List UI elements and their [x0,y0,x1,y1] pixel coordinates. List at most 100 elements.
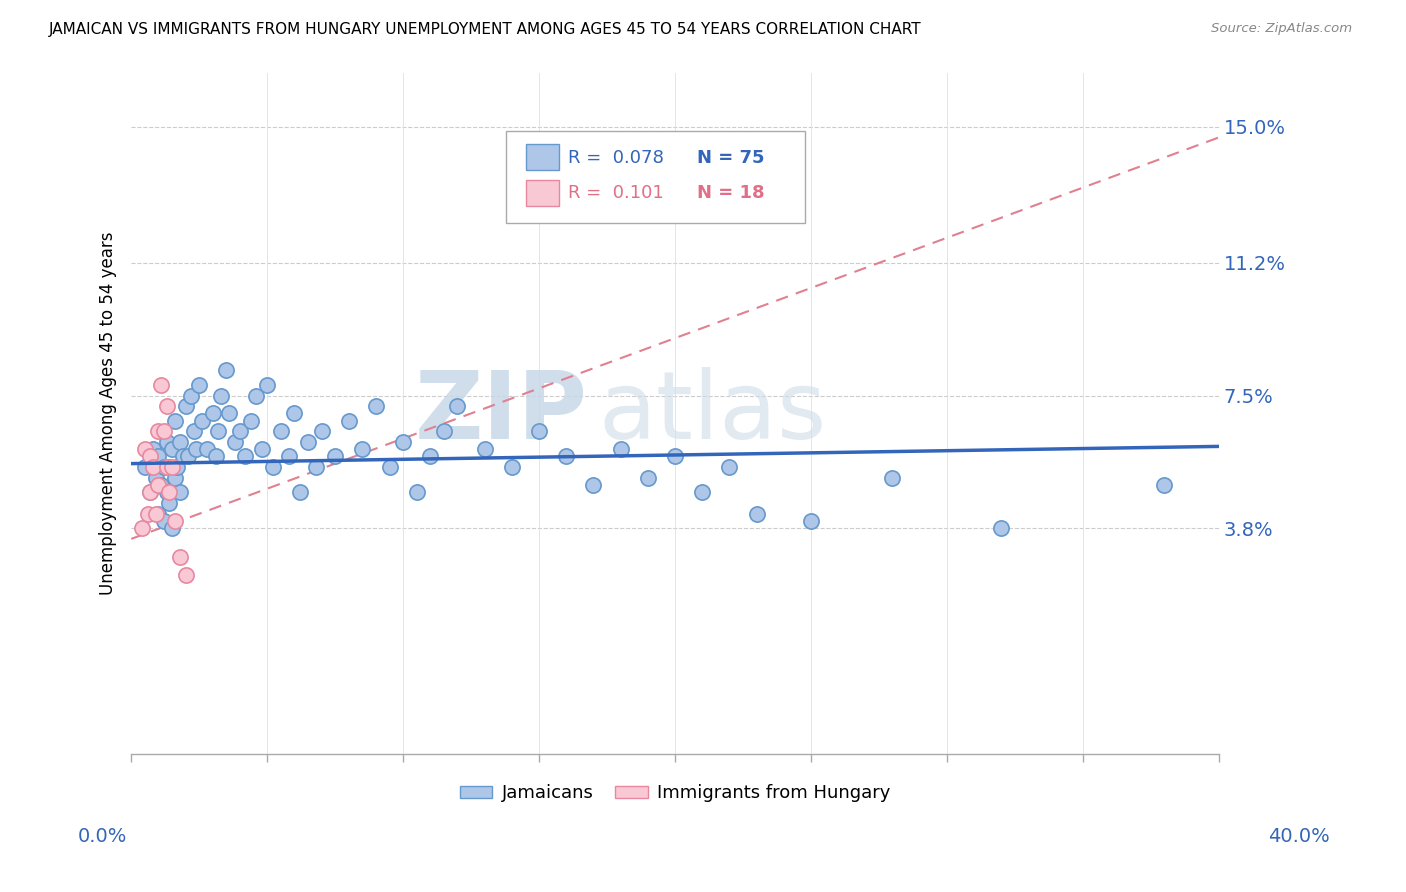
Point [163,514,186,528]
Text: JAMAICAN VS IMMIGRANTS FROM HUNGARY UNEMPLOYMENT AMONG AGES 45 TO 54 YEARS CORRE: JAMAICAN VS IMMIGRANTS FROM HUNGARY UNEM… [49,22,922,37]
Point [155,435,177,450]
Point [270,425,292,439]
Point [157,496,180,510]
Point [191,414,214,428]
Point [527,425,550,439]
Point [163,471,186,485]
Point [134,442,156,457]
Point [172,450,194,464]
Text: Source: ZipAtlas.com: Source: ZipAtlas.com [1212,22,1353,36]
Point [311,425,333,439]
Point [555,450,578,464]
Point [166,460,188,475]
Point [419,450,441,464]
Point [209,388,232,402]
Bar [526,145,558,170]
Point [352,442,374,457]
Point [150,478,173,492]
Point [277,450,299,464]
Point [160,442,183,457]
Point [245,388,267,402]
Point [664,450,686,464]
Point [800,514,823,528]
Point [139,450,162,464]
Point [139,485,162,500]
Point [153,425,176,439]
Point [160,521,183,535]
Point [609,442,631,457]
Point [582,478,605,492]
Point [142,442,165,457]
Text: N = 18: N = 18 [697,185,765,202]
Point [215,363,238,377]
Point [637,471,659,485]
Point [745,507,768,521]
Point [224,435,246,450]
Point [157,485,180,500]
Point [139,485,162,500]
Point [160,460,183,475]
Point [305,460,328,475]
Point [323,450,346,464]
Point [142,460,165,475]
Point [882,471,904,485]
Point [690,485,713,500]
Point [718,460,741,475]
Point [288,485,311,500]
Point [195,442,218,457]
Point [256,377,278,392]
Point [131,521,153,535]
Point [150,377,173,392]
Point [405,485,427,500]
Text: N = 75: N = 75 [697,149,765,167]
Point [148,507,170,521]
Point [1153,478,1175,492]
Point [174,567,197,582]
Point [169,549,191,564]
Point [229,425,252,439]
Point [392,435,415,450]
Text: 0.0%: 0.0% [77,827,128,847]
Point [177,450,200,464]
Point [148,478,170,492]
Point [337,414,360,428]
Text: ZIP: ZIP [415,368,588,459]
Point [153,460,176,475]
Point [148,450,170,464]
Point [183,425,205,439]
Bar [526,180,558,206]
Text: R =  0.101: R = 0.101 [568,185,664,202]
Point [155,399,177,413]
Point [155,460,177,475]
Point [501,460,523,475]
Point [250,442,273,457]
Point [201,406,224,420]
Point [148,425,170,439]
Point [474,442,496,457]
Point [169,435,191,450]
Point [262,460,284,475]
Point [446,399,468,413]
Point [136,507,159,521]
Point [433,425,456,439]
Point [378,460,401,475]
Point [207,425,229,439]
Point [174,399,197,413]
Point [145,471,167,485]
Text: atlas: atlas [599,368,827,459]
Point [163,414,186,428]
Point [155,485,177,500]
Point [204,450,226,464]
Point [990,521,1012,535]
Point [364,399,387,413]
Point [283,406,305,420]
Legend: Jamaicans, Immigrants from Hungary: Jamaicans, Immigrants from Hungary [453,777,897,810]
Point [239,414,262,428]
Point [157,460,180,475]
Point [169,485,191,500]
Point [218,406,240,420]
Text: R =  0.078: R = 0.078 [568,149,664,167]
Point [186,442,208,457]
Point [180,388,202,402]
Point [145,507,167,521]
